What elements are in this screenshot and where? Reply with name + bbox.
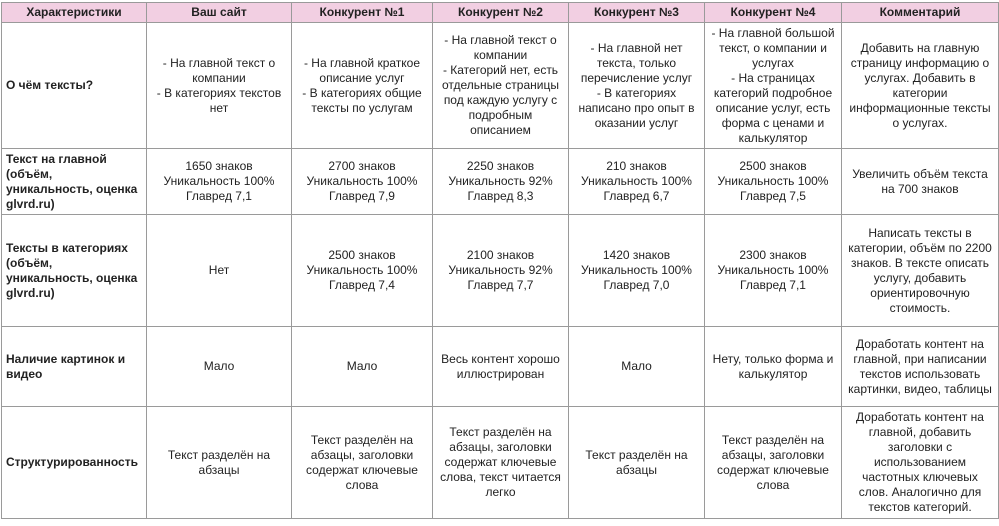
table-cell: - На главной краткое описание услуг - В …	[291, 22, 433, 149]
row-label: Структурированность	[1, 406, 147, 519]
table-cell: Текст разделён на абзацы, заголовки соде…	[432, 406, 569, 519]
table-cell: 210 знаков Уникальность 100% Главред 6,7	[568, 148, 705, 215]
table-cell: 1420 знаков Уникальность 100% Главред 7,…	[568, 214, 705, 327]
table-cell: Мало	[146, 326, 292, 407]
table-cell: Мало	[291, 326, 433, 407]
row-label: Наличие картинок и видео	[1, 326, 147, 407]
table-cell: Весь контент хорошо иллюстрирован	[432, 326, 569, 407]
table-cell: 2250 знаков Уникальность 92% Главред 8,3	[432, 148, 569, 215]
row-label: О чём тексты?	[1, 22, 147, 149]
table-row: Наличие картинок и видео Мало Мало Весь …	[1, 326, 999, 407]
table-row: О чём тексты? - На главной текст о компа…	[1, 22, 999, 149]
table-cell: 2500 знаков Уникальность 100% Главред 7,…	[291, 214, 433, 327]
table-cell: - На главной текст о компании - В катего…	[146, 22, 292, 149]
table-row: Структурированность Текст разделён на аб…	[1, 406, 999, 519]
header-row: Характеристики Ваш сайт Конкурент №1 Кон…	[1, 2, 999, 23]
table-cell: Нету, только форма и калькулятор	[704, 326, 842, 407]
table-cell: Текст разделён на абзацы	[146, 406, 292, 519]
header-competitor-4: Конкурент №4	[704, 2, 842, 23]
comment-cell: Добавить на главную страницу информацию …	[841, 22, 999, 149]
table-cell: - На главной большой текст, о компании и…	[704, 22, 842, 149]
table-cell: - На главной нет текста, только перечисл…	[568, 22, 705, 149]
header-competitor-3: Конкурент №3	[568, 2, 705, 23]
table-cell: Нет	[146, 214, 292, 327]
header-competitor-1: Конкурент №1	[291, 2, 433, 23]
comment-cell: Увеличить объём текста на 700 знаков	[841, 148, 999, 215]
table-cell: 2300 знаков Уникальность 100% Главред 7,…	[704, 214, 842, 327]
table-cell: Текст разделён на абзацы, заголовки соде…	[704, 406, 842, 519]
header-your-site: Ваш сайт	[146, 2, 292, 23]
table-cell: 2500 знаков Уникальность 100% Главред 7,…	[704, 148, 842, 215]
row-label: Текст на главной (объём, уникальность, о…	[1, 148, 147, 215]
header-competitor-2: Конкурент №2	[432, 2, 569, 23]
table-cell: - На главной текст о компании - Категори…	[432, 22, 569, 149]
table-cell: Текст разделён на абзацы, заголовки соде…	[291, 406, 433, 519]
table-cell: 2100 знаков Уникальность 92% Главред 7,7	[432, 214, 569, 327]
header-comment: Комментарий	[841, 2, 999, 23]
row-label: Тексты в категориях (объём, уникальность…	[1, 214, 147, 327]
comment-cell: Доработать контент на главной, при напис…	[841, 326, 999, 407]
table-cell: Текст разделён на абзацы	[568, 406, 705, 519]
comment-cell: Написать тексты в категории, объём по 22…	[841, 214, 999, 327]
header-characteristics: Характеристики	[1, 2, 147, 23]
table-cell: 1650 знаков Уникальность 100% Главред 7,…	[146, 148, 292, 215]
table-cell: 2700 знаков Уникальность 100% Главред 7,…	[291, 148, 433, 215]
table-row: Тексты в категориях (объём, уникальность…	[1, 214, 999, 327]
table-row: Текст на главной (объём, уникальность, о…	[1, 148, 999, 215]
comment-cell: Доработать контент на главной, добавить …	[841, 406, 999, 519]
table-cell: Мало	[568, 326, 705, 407]
